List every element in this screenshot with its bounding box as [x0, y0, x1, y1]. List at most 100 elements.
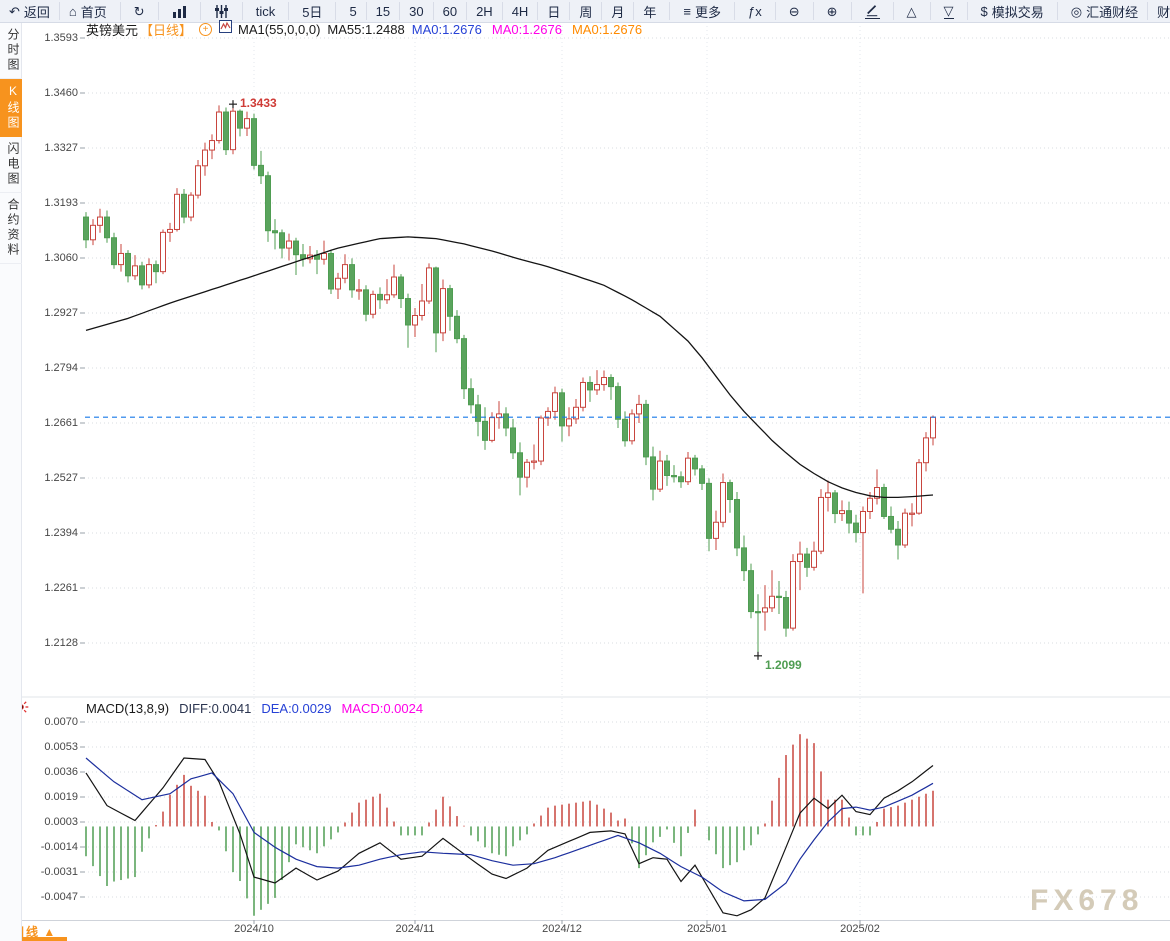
- more-button-icon: ≡: [683, 3, 691, 19]
- demo-trading-button[interactable]: $ 模拟交易: [972, 0, 1053, 22]
- triangle-down-button-icon: ▽: [943, 2, 954, 19]
- ma0-value: MA0:1.2676: [411, 21, 482, 37]
- interval-yearly-button[interactable]: 年: [634, 0, 665, 22]
- zoom-in-button-icon: ⊕: [826, 3, 838, 19]
- price-tick-label: 1.2128: [44, 637, 78, 649]
- macd-settings-label: MACD(13,8,9): [86, 701, 170, 716]
- refresh-button-icon: ↻: [133, 3, 145, 19]
- more-button[interactable]: ≡ 更多: [674, 0, 730, 22]
- sidebar-item-time-chart[interactable]: 分时图: [0, 23, 22, 79]
- sidebar-item-kline-chart[interactable]: K线图: [0, 79, 22, 137]
- more-button-label: 更多: [694, 4, 721, 20]
- interval-5d-button-label: 5日: [302, 4, 323, 20]
- back-button-icon: ↶: [9, 3, 20, 19]
- zoom-out-button[interactable]: ⊖: [780, 0, 809, 22]
- interval-yearly-button-label: 年: [643, 4, 657, 20]
- zoom-out-button-icon: ⊖: [788, 3, 800, 19]
- huitong-finance-button[interactable]: ◎ 汇通财经: [1062, 0, 1147, 22]
- price-tick-label: 1.3327: [44, 142, 78, 154]
- toolbar-separator: [966, 2, 968, 20]
- dea-value: DEA:0.0029: [261, 701, 332, 716]
- toolbar-separator: [157, 2, 159, 20]
- interval-weekly-button[interactable]: 周: [570, 0, 601, 22]
- diff-value: DIFF:0.0041: [179, 701, 252, 716]
- back-button[interactable]: ↶ 返回: [0, 0, 59, 22]
- interval-60m-button[interactable]: 60: [434, 0, 466, 22]
- date-tick-label: 2024/12: [542, 923, 582, 935]
- interval-2h-button[interactable]: 2H: [467, 0, 502, 22]
- toolbar-separator: [774, 2, 776, 20]
- chart-style-button[interactable]: [163, 0, 196, 22]
- home-button-icon: ⌂: [68, 3, 77, 19]
- toolbar-separator: [892, 2, 894, 20]
- toolbar-separator: [335, 2, 337, 20]
- interval-5m-button-label: 5: [349, 3, 357, 19]
- toolbar-separator: [569, 2, 571, 20]
- interval-15m-button-label: 15: [375, 3, 391, 19]
- fx678-watermark: FX678: [1030, 884, 1144, 917]
- toolbar-separator: [241, 2, 243, 20]
- interval-4h-button-label: 4H: [511, 3, 529, 19]
- symbol-name: 英镑美元: [86, 22, 139, 38]
- interval-15m-button[interactable]: 15: [367, 0, 399, 22]
- price-tick-label: 1.2794: [44, 362, 78, 374]
- price-tick-label: 1.2661: [44, 417, 78, 429]
- interval-daily-button[interactable]: 日: [538, 0, 569, 22]
- sidebar-item-lightning-chart[interactable]: 闪电图: [0, 137, 22, 193]
- zoom-in-button[interactable]: ⊕: [818, 0, 847, 22]
- mini-chart-icon[interactable]: [219, 20, 234, 38]
- ma0-value: MA0:1.2676: [491, 21, 562, 37]
- interval-5d-button[interactable]: 5日: [293, 0, 331, 22]
- period-tab-underline: [0, 937, 67, 941]
- indicator-settings-button[interactable]: [205, 0, 238, 22]
- interval-tick-button-label: tick: [255, 3, 276, 19]
- fx-indicators-button-label: ƒx: [748, 3, 762, 19]
- demo-trading-button-label: 模拟交易: [991, 4, 1044, 20]
- price-tick-label: 1.3193: [44, 197, 78, 209]
- price-tick-label: 1.2261: [44, 582, 78, 594]
- macd-tick-label: 0.0053: [44, 741, 78, 753]
- finance-button-label: 财经: [1157, 4, 1170, 20]
- period-tab-daily[interactable]: 日线 ▲: [13, 925, 57, 939]
- date-tick-label: 2025/01: [687, 923, 727, 935]
- interval-tick-button[interactable]: tick: [247, 0, 285, 22]
- chart-legend: 英镑美元 【日线】 + MA1(55,0,0,0) MA55:1.2488 MA0…: [86, 20, 643, 38]
- ma0-value: MA0:1.2676: [571, 21, 643, 37]
- sidebar-item-contract-info[interactable]: 合约资料: [0, 193, 22, 264]
- interval-5m-button[interactable]: 5: [340, 0, 365, 22]
- top-toolbar: ↶ 返回 ⌂ 首页 ↻ tick 5日 5 15 30 60 2H 4H 日 周月年 ≡ 更多 ƒx ⊖ ⊕ △ ▽ $ 模拟…: [0, 0, 1170, 23]
- toolbar-separator: [850, 2, 852, 20]
- refresh-button[interactable]: ↻: [125, 0, 154, 22]
- toolbar-separator: [1147, 2, 1149, 20]
- macd-tick-label: 0.0036: [44, 766, 78, 778]
- toolbar-separator: [601, 2, 603, 20]
- macd-tick-label: 0.0019: [44, 791, 78, 803]
- bottom-axis-bar: [0, 920, 1170, 941]
- interval-4h-button[interactable]: 4H: [503, 0, 538, 22]
- macd-tick-label: -0.0031: [40, 866, 78, 878]
- date-tick-label: 2024/10: [234, 923, 274, 935]
- toolbar-separator: [119, 2, 121, 20]
- home-button[interactable]: ⌂ 首页: [60, 0, 116, 22]
- interval-daily-button-label: 日: [547, 4, 561, 20]
- macd-tick-label: -0.0047: [40, 891, 78, 903]
- ma55-value: MA55:1.2488: [327, 21, 405, 37]
- triangle-down-button[interactable]: ▽: [935, 0, 963, 22]
- huitong-finance-button-icon: ◎: [1070, 3, 1083, 19]
- toolbar-separator: [929, 2, 931, 20]
- triangle-up-button[interactable]: △: [898, 0, 926, 22]
- interval-2h-button-label: 2H: [476, 3, 493, 19]
- period-label: 【日线】: [140, 22, 193, 38]
- interval-weekly-button-label: 周: [579, 4, 593, 20]
- interval-monthly-button[interactable]: 月: [602, 0, 633, 22]
- finance-button[interactable]: 财经: [1148, 0, 1170, 22]
- add-alert-icon[interactable]: +: [199, 22, 213, 36]
- interval-30m-button-label: 30: [409, 3, 424, 19]
- toolbar-separator: [537, 2, 539, 20]
- toolbar-separator: [812, 2, 814, 20]
- draw-line-button[interactable]: [856, 0, 889, 22]
- date-tick-label: 2024/11: [395, 923, 435, 935]
- interval-30m-button[interactable]: 30: [400, 0, 432, 22]
- fx-indicators-button[interactable]: ƒx: [739, 0, 771, 22]
